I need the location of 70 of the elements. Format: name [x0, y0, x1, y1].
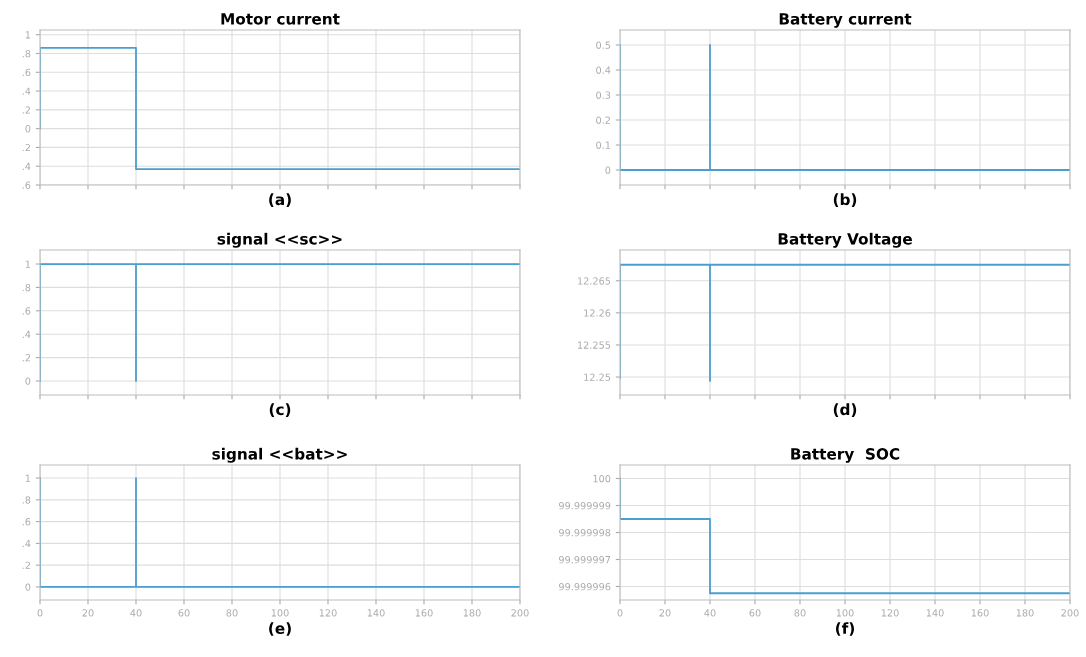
x-tick-label: 120 [881, 609, 899, 617]
x-tick-label: 40 [704, 609, 716, 617]
y-tick-label: 12.26 [584, 309, 611, 317]
y-tick-label: 99.999997 [559, 555, 611, 564]
x-tick-label: 100 [271, 609, 289, 617]
y-tick-label: 1 [25, 474, 31, 482]
y-tick-label: 0 [25, 377, 31, 385]
y-tick-label: 12.255 [578, 341, 611, 349]
x-tick-label: 60 [178, 609, 190, 617]
y-tick-label: .2 [22, 143, 30, 152]
y-tick-label: 12.265 [578, 277, 611, 285]
y-tick-label: .2 [22, 106, 30, 114]
chart-title: Battery current [779, 13, 912, 28]
x-tick-label: 160 [415, 609, 433, 617]
y-tick-label: .8 [22, 496, 31, 504]
x-tick-label: 120 [319, 609, 337, 617]
y-tick-label: .4 [22, 162, 31, 170]
x-tick-label: 80 [226, 609, 238, 617]
y-tick-label: .2 [22, 354, 30, 362]
y-tick-label: .6 [22, 68, 31, 77]
x-tick-label: 140 [926, 609, 944, 617]
x-tick-label: 40 [130, 609, 142, 617]
y-tick-label: 0.1 [596, 141, 611, 149]
x-tick-label: 200 [1061, 609, 1079, 617]
chart-title: signal <<sc>> [217, 232, 342, 248]
chart-title: Battery Voltage [778, 232, 912, 248]
y-tick-label: .6 [22, 181, 31, 189]
y-tick-label: .2 [22, 561, 30, 569]
y-tick-label: .4 [22, 330, 31, 338]
y-tick-label: .6 [22, 307, 31, 315]
x-tick-label: 180 [1016, 609, 1034, 617]
y-tick-label: .4 [22, 539, 31, 548]
y-tick-label: 1 [25, 31, 31, 39]
text: (d) [833, 403, 857, 417]
y-tick-label: 99.999996 [559, 582, 611, 591]
y-tick-label: .6 [22, 518, 31, 526]
text: (b) [833, 193, 857, 207]
y-tick-label: 0.3 [596, 91, 611, 99]
x-tick-label: 160 [971, 609, 989, 617]
y-tick-label: 100 [593, 474, 611, 483]
chart-title: signal <<bat>> [212, 447, 347, 463]
x-tick-label: 0 [617, 609, 623, 617]
y-tick-label: 0.4 [596, 66, 611, 74]
chart-title: Battery SOC [791, 448, 900, 463]
text: (c) [269, 403, 291, 417]
y-tick-label: .4 [22, 87, 31, 95]
x-tick-label: 200 [511, 609, 529, 617]
x-tick-label: 180 [463, 609, 481, 617]
x-tick-label: 80 [794, 609, 806, 617]
y-tick-label: 99.999998 [559, 528, 611, 537]
y-tick-label: 0.2 [596, 116, 610, 124]
text: (e) [269, 622, 291, 636]
y-tick-label: 1 [25, 260, 31, 268]
x-tick-label: 140 [367, 609, 385, 617]
x-tick-label: 0 [37, 609, 43, 617]
y-tick-label: 12.25 [584, 373, 611, 381]
text: (f) [836, 622, 854, 636]
y-tick-label: 0 [25, 125, 31, 133]
chart-title: Motor current [221, 13, 340, 25]
y-tick-label: .8 [22, 49, 31, 58]
x-tick-label: 100 [836, 609, 854, 617]
y-tick-label: 0.5 [596, 41, 611, 49]
x-tick-label: 60 [749, 609, 761, 617]
y-tick-label: 99.999999 [559, 501, 611, 510]
y-tick-label: 0 [25, 583, 31, 591]
text: (a) [269, 193, 291, 207]
y-tick-label: 0 [605, 166, 611, 174]
x-tick-label: 20 [659, 609, 671, 617]
x-tick-label: 20 [82, 609, 94, 617]
y-tick-label: .8 [22, 283, 31, 292]
